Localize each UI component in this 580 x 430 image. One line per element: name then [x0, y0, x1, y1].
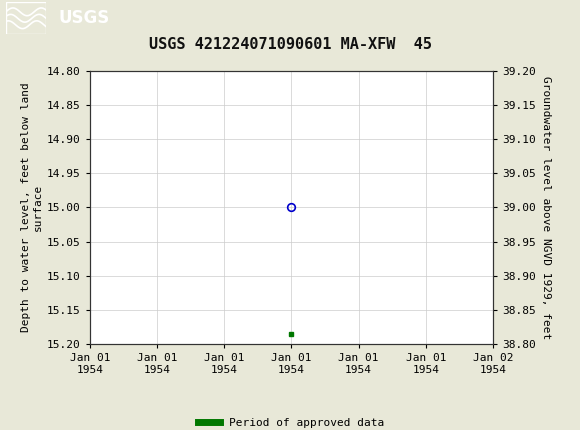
- Text: USGS 421224071090601 MA-XFW  45: USGS 421224071090601 MA-XFW 45: [148, 37, 432, 52]
- Y-axis label: Depth to water level, feet below land
surface: Depth to water level, feet below land su…: [20, 83, 43, 332]
- Y-axis label: Groundwater level above NGVD 1929, feet: Groundwater level above NGVD 1929, feet: [541, 76, 552, 339]
- Text: USGS: USGS: [58, 9, 109, 27]
- Legend: Period of approved data: Period of approved data: [194, 414, 389, 430]
